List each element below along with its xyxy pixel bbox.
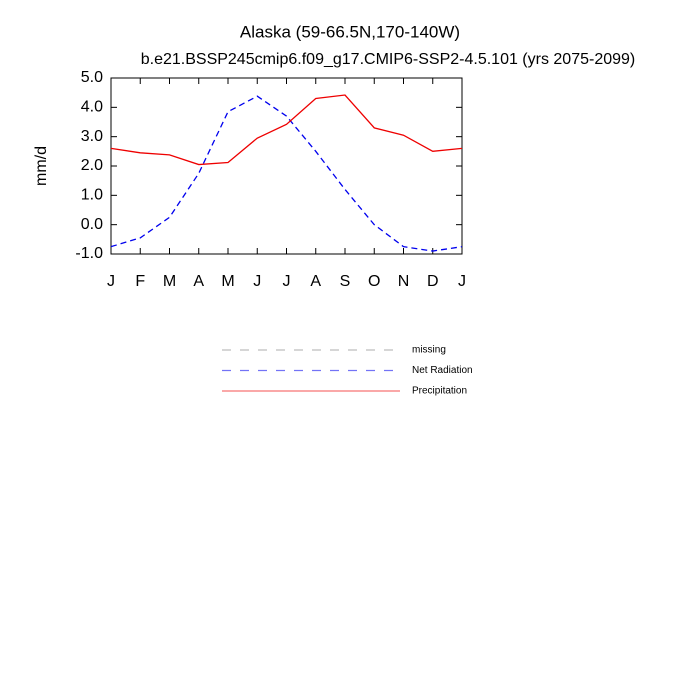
x-tick-label: A: [310, 273, 321, 290]
legend-label: Precipitation: [412, 386, 467, 397]
x-tick-label: D: [427, 273, 439, 290]
y-tick-label: 0.0: [81, 216, 103, 233]
x-tick-label: O: [368, 273, 380, 290]
x-tick-label: M: [163, 273, 176, 290]
y-axis-label: mm/d: [33, 146, 50, 186]
x-tick-label: A: [193, 273, 204, 290]
plot-frame: [110, 77, 463, 255]
x-tick-label: F: [135, 273, 145, 290]
series-line: [110, 95, 463, 252]
legend-label: Net Radiation: [412, 365, 473, 376]
chart-subtitle: b.e21.BSSP245cmip6.f09_g17.CMIP6-SSP2-4.…: [141, 51, 636, 68]
x-tick-label: S: [340, 273, 351, 290]
x-tick-label: M: [221, 273, 234, 290]
x-tick-label: J: [107, 273, 115, 290]
y-tick-label: -1.0: [75, 245, 103, 262]
legend-label: missing: [412, 345, 446, 356]
x-tick-label: J: [283, 273, 291, 290]
y-tick-label: 2.0: [81, 157, 103, 174]
chart-title: Alaska (59-66.5N,170-140W): [240, 22, 460, 41]
x-tick-label: N: [398, 273, 410, 290]
series-line: [110, 94, 463, 166]
y-tick-label: 1.0: [81, 187, 103, 204]
y-tick-label: 5.0: [81, 69, 103, 86]
x-tick-label: J: [458, 273, 466, 290]
y-tick-label: 4.0: [81, 99, 103, 116]
x-tick-label: J: [253, 273, 261, 290]
y-tick-label: 3.0: [81, 128, 103, 145]
